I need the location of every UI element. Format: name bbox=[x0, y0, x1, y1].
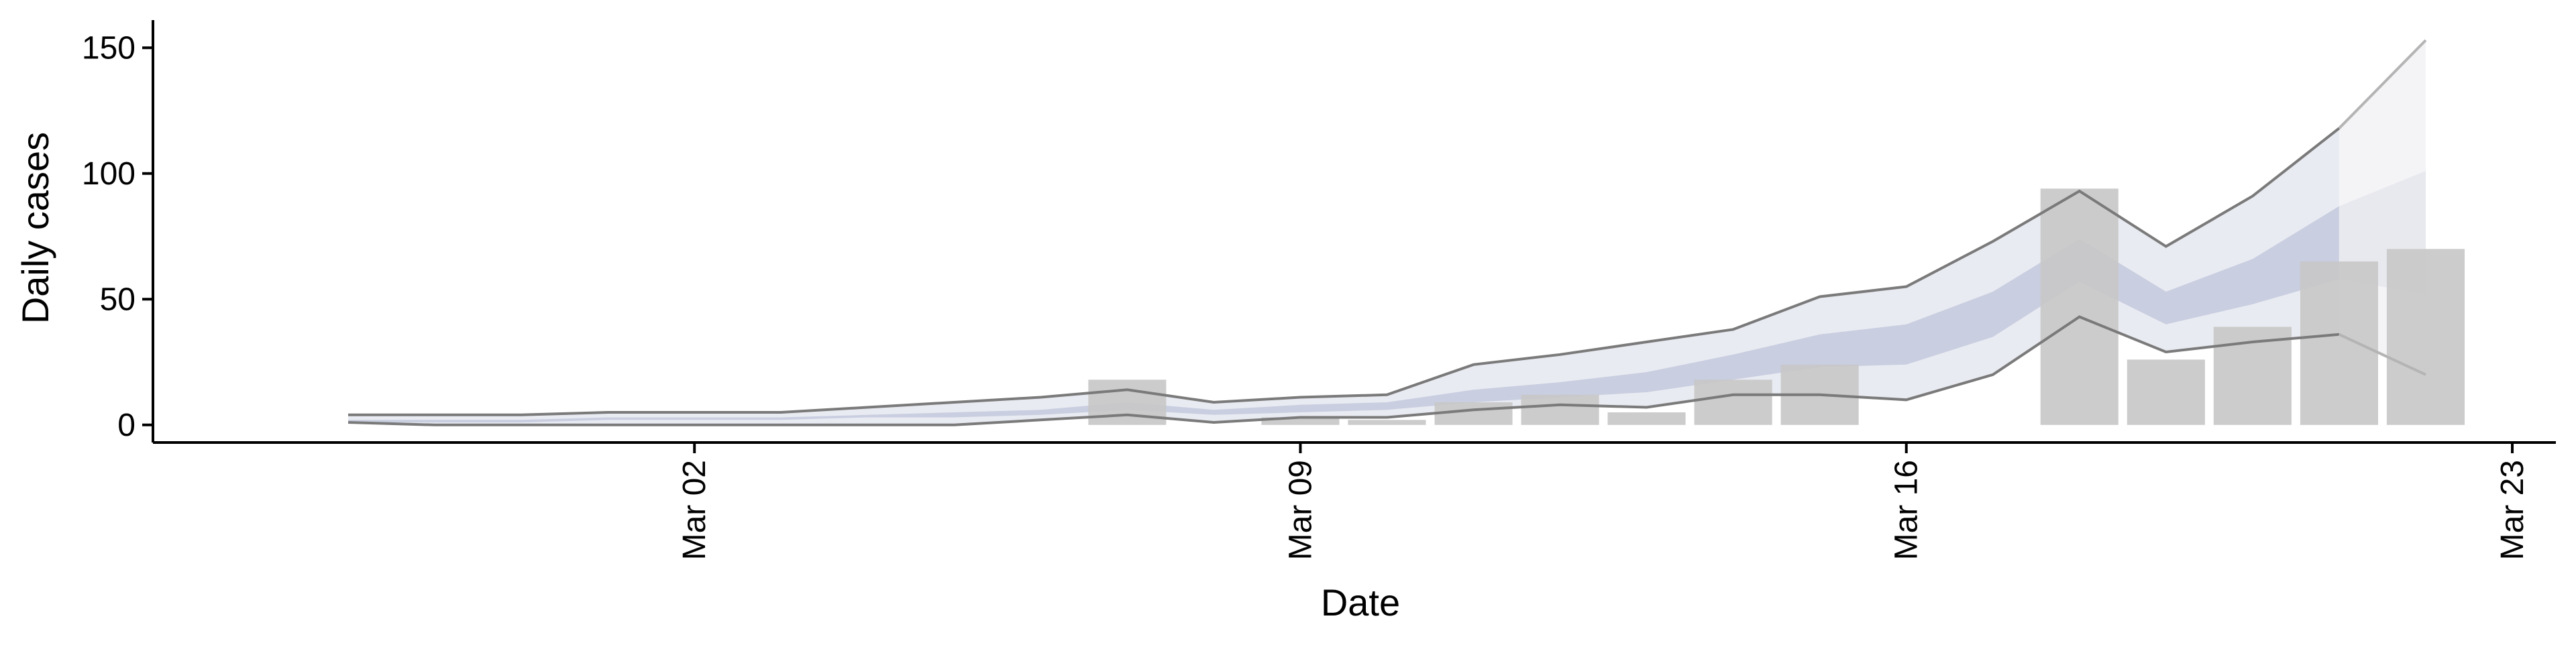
x-axis-title: Date bbox=[1321, 581, 1400, 624]
bar-2020-03-21 bbox=[2300, 261, 2378, 425]
x-tick-label-3: Mar 23 bbox=[2495, 460, 2530, 560]
forecast-lower-line bbox=[2339, 333, 2426, 376]
bar-2020-03-22 bbox=[2386, 249, 2465, 425]
nowcast-lower-line bbox=[347, 315, 2340, 426]
bar-2020-03-11 bbox=[1434, 402, 1513, 425]
bar-2020-03-09 bbox=[1261, 417, 1340, 425]
bar-2020-03-13 bbox=[1607, 412, 1686, 425]
y-tick-label-50: 50 bbox=[100, 282, 136, 317]
bar-2020-03-18 bbox=[2040, 188, 2118, 425]
bar-2020-03-14 bbox=[1694, 379, 1772, 425]
forecast-upper-line bbox=[2338, 39, 2427, 129]
y-tick-label-0: 0 bbox=[117, 408, 136, 443]
x-tick-label-2: Mar 16 bbox=[1889, 460, 1925, 560]
bar-2020-03-12 bbox=[1521, 394, 1599, 425]
bar-2020-03-19 bbox=[2127, 359, 2205, 425]
bar-2020-03-10 bbox=[1348, 420, 1426, 425]
axes-layer: 0 50 100 150 Mar 02 Mar 09 Mar 16 Mar 23 bbox=[82, 20, 2556, 560]
nowcast-50-band bbox=[348, 206, 2339, 422]
bars-layer bbox=[1088, 188, 2465, 425]
x-tick-label-0: Mar 02 bbox=[677, 460, 712, 560]
y-tick-label-150: 150 bbox=[82, 30, 136, 66]
y-tick-label-100: 100 bbox=[82, 156, 136, 192]
x-tick-label-1: Mar 09 bbox=[1283, 460, 1318, 560]
y-axis-title: Daily cases bbox=[14, 132, 56, 324]
lines-layer bbox=[347, 39, 2427, 426]
nowcast-upper-line bbox=[348, 127, 2341, 416]
